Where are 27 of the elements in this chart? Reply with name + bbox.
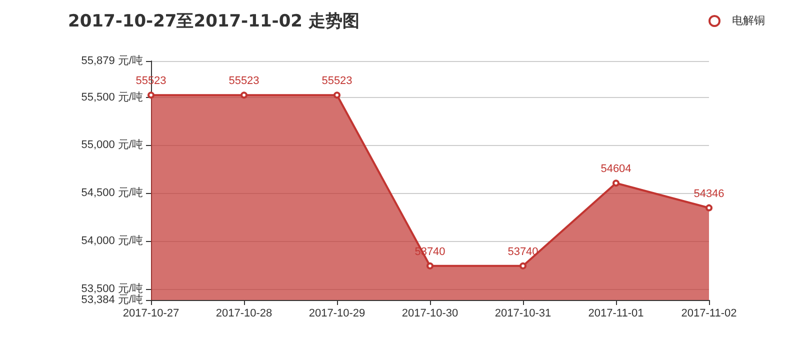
point (706, 204, 712, 212)
x-tick-label: 2017-11-01 (588, 308, 644, 320)
data-label: 55523 (228, 75, 260, 88)
x-tick-label: 2017-10-29 (308, 308, 366, 320)
point (240, 92, 248, 99)
y-tick-label: 54,000 元/吨 (81, 234, 143, 247)
point (520, 262, 526, 270)
legend-label: 电解铜 (732, 14, 765, 27)
chart-title: 2017-10-27至2017-11-02 走势图 (68, 12, 360, 32)
x-tick-label: 2017-10-30 (402, 308, 458, 320)
point (612, 180, 620, 187)
point (426, 262, 434, 270)
point (148, 92, 154, 99)
data-label: 55523 (322, 75, 352, 88)
y-tick-label: 55,000 元/吨 (81, 138, 143, 152)
x-tick-label: 2017-10-27 (122, 308, 180, 320)
data-label: 54604 (600, 163, 632, 176)
x-tick-label: 2017-10-31 (494, 308, 552, 320)
point (334, 92, 340, 99)
y-tick-label: 55,500 元/吨 (81, 90, 143, 104)
y-tick-label: 53,500 元/吨 (81, 282, 143, 295)
data-label: 54346 (694, 188, 724, 200)
x-tick-label: 2017-11-02 (681, 308, 737, 320)
y-tick-label: 55,879 元/吨 (81, 54, 143, 67)
x-tick-label: 2017-10-28 (216, 308, 272, 320)
y-tick-label: 54,500 元/吨 (81, 186, 143, 200)
y-tick-label: 53,384 元/吨 (81, 293, 143, 306)
